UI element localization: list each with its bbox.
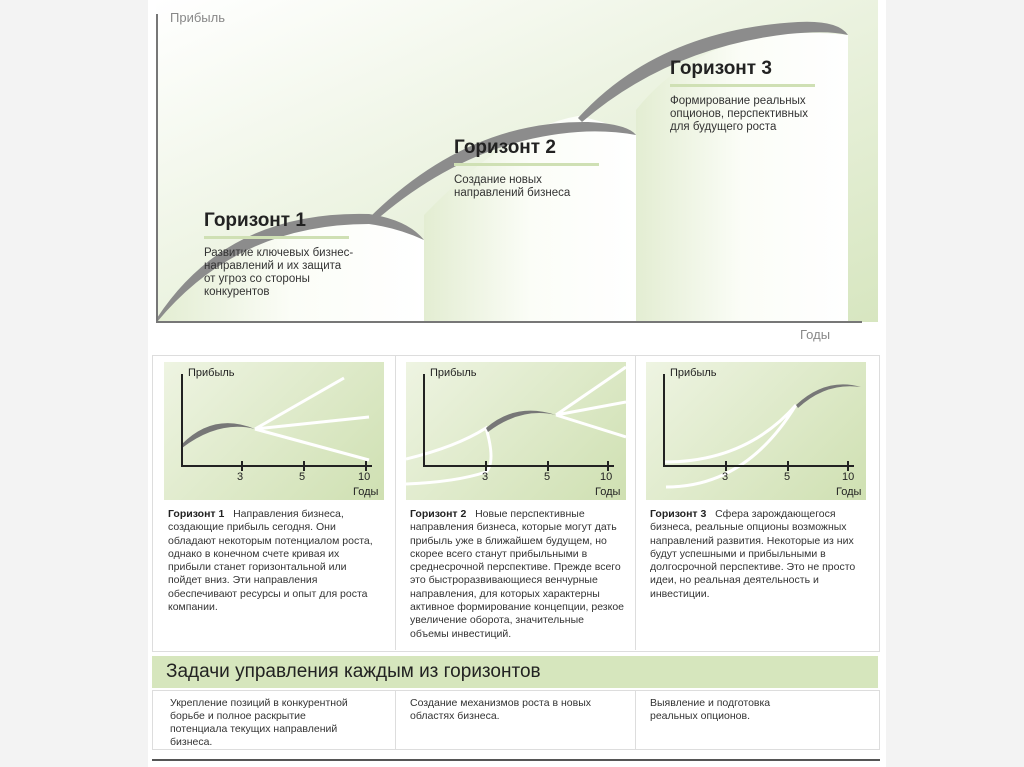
profit-curve: [796, 384, 861, 408]
horizon-1-label: Горизонт 1 Развитие ключевых бизнес-напр…: [204, 210, 374, 299]
horizon-1-curve: [157, 213, 424, 322]
description-horizon-2: Горизонт 2 Новые перспективные направлен…: [410, 508, 625, 641]
y-axis-label: Прибыль: [170, 10, 225, 25]
axes: [423, 374, 614, 467]
mini-chart-1-plot: [181, 374, 372, 471]
emerging-curves: [405, 425, 493, 486]
bottom-rule: [152, 759, 880, 761]
axes: [181, 374, 372, 467]
description-horizon-3: Горизонт 3 Сфера зарождающегося бизнеса,…: [650, 508, 865, 601]
horizon-3-curve: [578, 21, 848, 122]
task-horizon-1: Укрепление позиций в конкурентной борьбе…: [170, 697, 348, 748]
mini-chart-2-plot: [405, 365, 627, 486]
description-horizon-1: Горизонт 1 Направления бизнеса, создающи…: [168, 508, 383, 614]
x-axis-label: Годы: [595, 486, 621, 498]
y-axis-label: Прибыль: [670, 367, 717, 379]
slide: Прибыль Годы Горизонт 1 Развитие ключевы…: [148, 0, 886, 767]
pillar-1: [157, 216, 424, 322]
horizon-description: Формирование реальных опционов, перспект…: [670, 95, 808, 133]
mini-chart-3: [646, 362, 866, 500]
x-axis-label: Годы: [800, 327, 831, 342]
profit-curve: [182, 423, 255, 448]
ticks: [485, 461, 609, 471]
underline: [670, 84, 815, 87]
axes: [663, 374, 854, 467]
tick-label: 3: [237, 471, 244, 483]
x-axis-label: Годы: [353, 486, 379, 498]
tick-label: 10: [842, 471, 855, 483]
tick-label: 5: [299, 471, 306, 483]
task-horizon-2: Создание механизмов роста в новых област…: [410, 697, 591, 722]
tick-label: 3: [482, 471, 489, 483]
tick-label: 5: [784, 471, 791, 483]
horizon-title: Горизонт 1: [204, 210, 306, 231]
tasks-header: Задачи управления каждым из горизонтов: [152, 656, 878, 688]
tick-label: 5: [544, 471, 551, 483]
description-text: Сфера зарождающегося бизнеса, реальные о…: [650, 508, 856, 600]
lower-frame: [152, 355, 880, 652]
horizon-description: Развитие ключевых бизнес-направлений и и…: [204, 247, 354, 298]
divider: [395, 690, 396, 750]
underline: [454, 163, 599, 166]
horizon-2-curve: [369, 121, 636, 222]
horizon-title: Горизонт 2: [454, 137, 556, 158]
tick-label: 10: [358, 471, 371, 483]
divider: [635, 690, 636, 750]
description-title: Горизонт 3: [650, 508, 707, 520]
profit-curve: [486, 410, 556, 432]
tick-label: 10: [600, 471, 613, 483]
tick-label: 3: [722, 471, 729, 483]
ticks: [241, 461, 367, 471]
mini-chart-1: [164, 362, 384, 500]
horizon-description: Создание новых направлений бизнеса: [454, 174, 571, 199]
horizon-3-label: Горизонт 3 Формирование реальных опционо…: [670, 58, 830, 134]
description-title: Горизонт 2: [410, 508, 467, 520]
underline: [204, 236, 349, 239]
y-axis-label: Прибыль: [430, 367, 477, 379]
mini-chart-2: [405, 362, 627, 500]
x-axis-label: Годы: [836, 486, 862, 498]
scenario-lines: [555, 365, 627, 439]
pillar-2: [424, 116, 636, 322]
pillar-3: [636, 32, 848, 322]
scenario-lines: [254, 376, 370, 462]
horizons-diagram: [156, 0, 878, 323]
horizon-title: Горизонт 3: [670, 58, 772, 79]
y-axis-label: Прибыль: [188, 367, 235, 379]
tasks-row: [152, 690, 880, 750]
task-horizon-3: Выявление и подготовка реальных опционов…: [650, 697, 771, 722]
description-text: Новые перспективные направления бизнеса,…: [410, 508, 625, 640]
description-title: Горизонт 1: [168, 508, 225, 520]
divider: [395, 355, 396, 650]
tasks-title: Задачи управления каждым из горизонтов: [166, 661, 541, 682]
divider: [635, 355, 636, 650]
emerging-curves: [663, 404, 798, 489]
ticks: [725, 461, 849, 471]
horizon-2-label: Горизонт 2 Создание новых направлений би…: [454, 137, 614, 200]
mini-chart-3-plot: [663, 374, 861, 489]
description-text: Направления бизнеса, создающие прибыль с…: [168, 508, 373, 614]
